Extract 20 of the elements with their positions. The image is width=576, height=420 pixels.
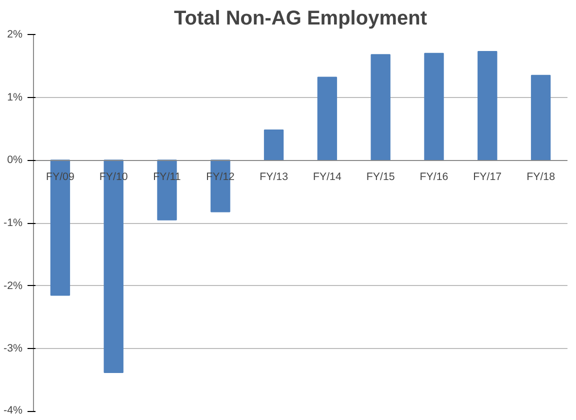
x-tick-label: FY/13 (260, 171, 288, 184)
y-tick-label: -4% (4, 404, 24, 416)
bar (370, 54, 390, 161)
bar (424, 52, 444, 161)
x-tick-label: FY/16 (420, 171, 448, 184)
x-tick-label: FY/18 (526, 171, 556, 184)
y-tick-label: -2% (4, 280, 24, 292)
bar (264, 130, 284, 161)
y-tick-label: -3% (4, 342, 24, 355)
y-tick-label: 1% (7, 91, 24, 104)
bar (530, 74, 551, 161)
x-tick-label: FY/14 (312, 171, 342, 184)
bar (317, 76, 338, 161)
y-tick-label: 2% (7, 28, 24, 40)
y-tick-label: 0% (7, 154, 24, 166)
chart-title: Total Non-AG Employment (174, 8, 428, 30)
x-tick-label: FY/15 (366, 171, 395, 184)
y-tick-label: -1% (4, 217, 24, 229)
bar (478, 50, 498, 161)
x-tick-label: FY/17 (473, 171, 502, 184)
